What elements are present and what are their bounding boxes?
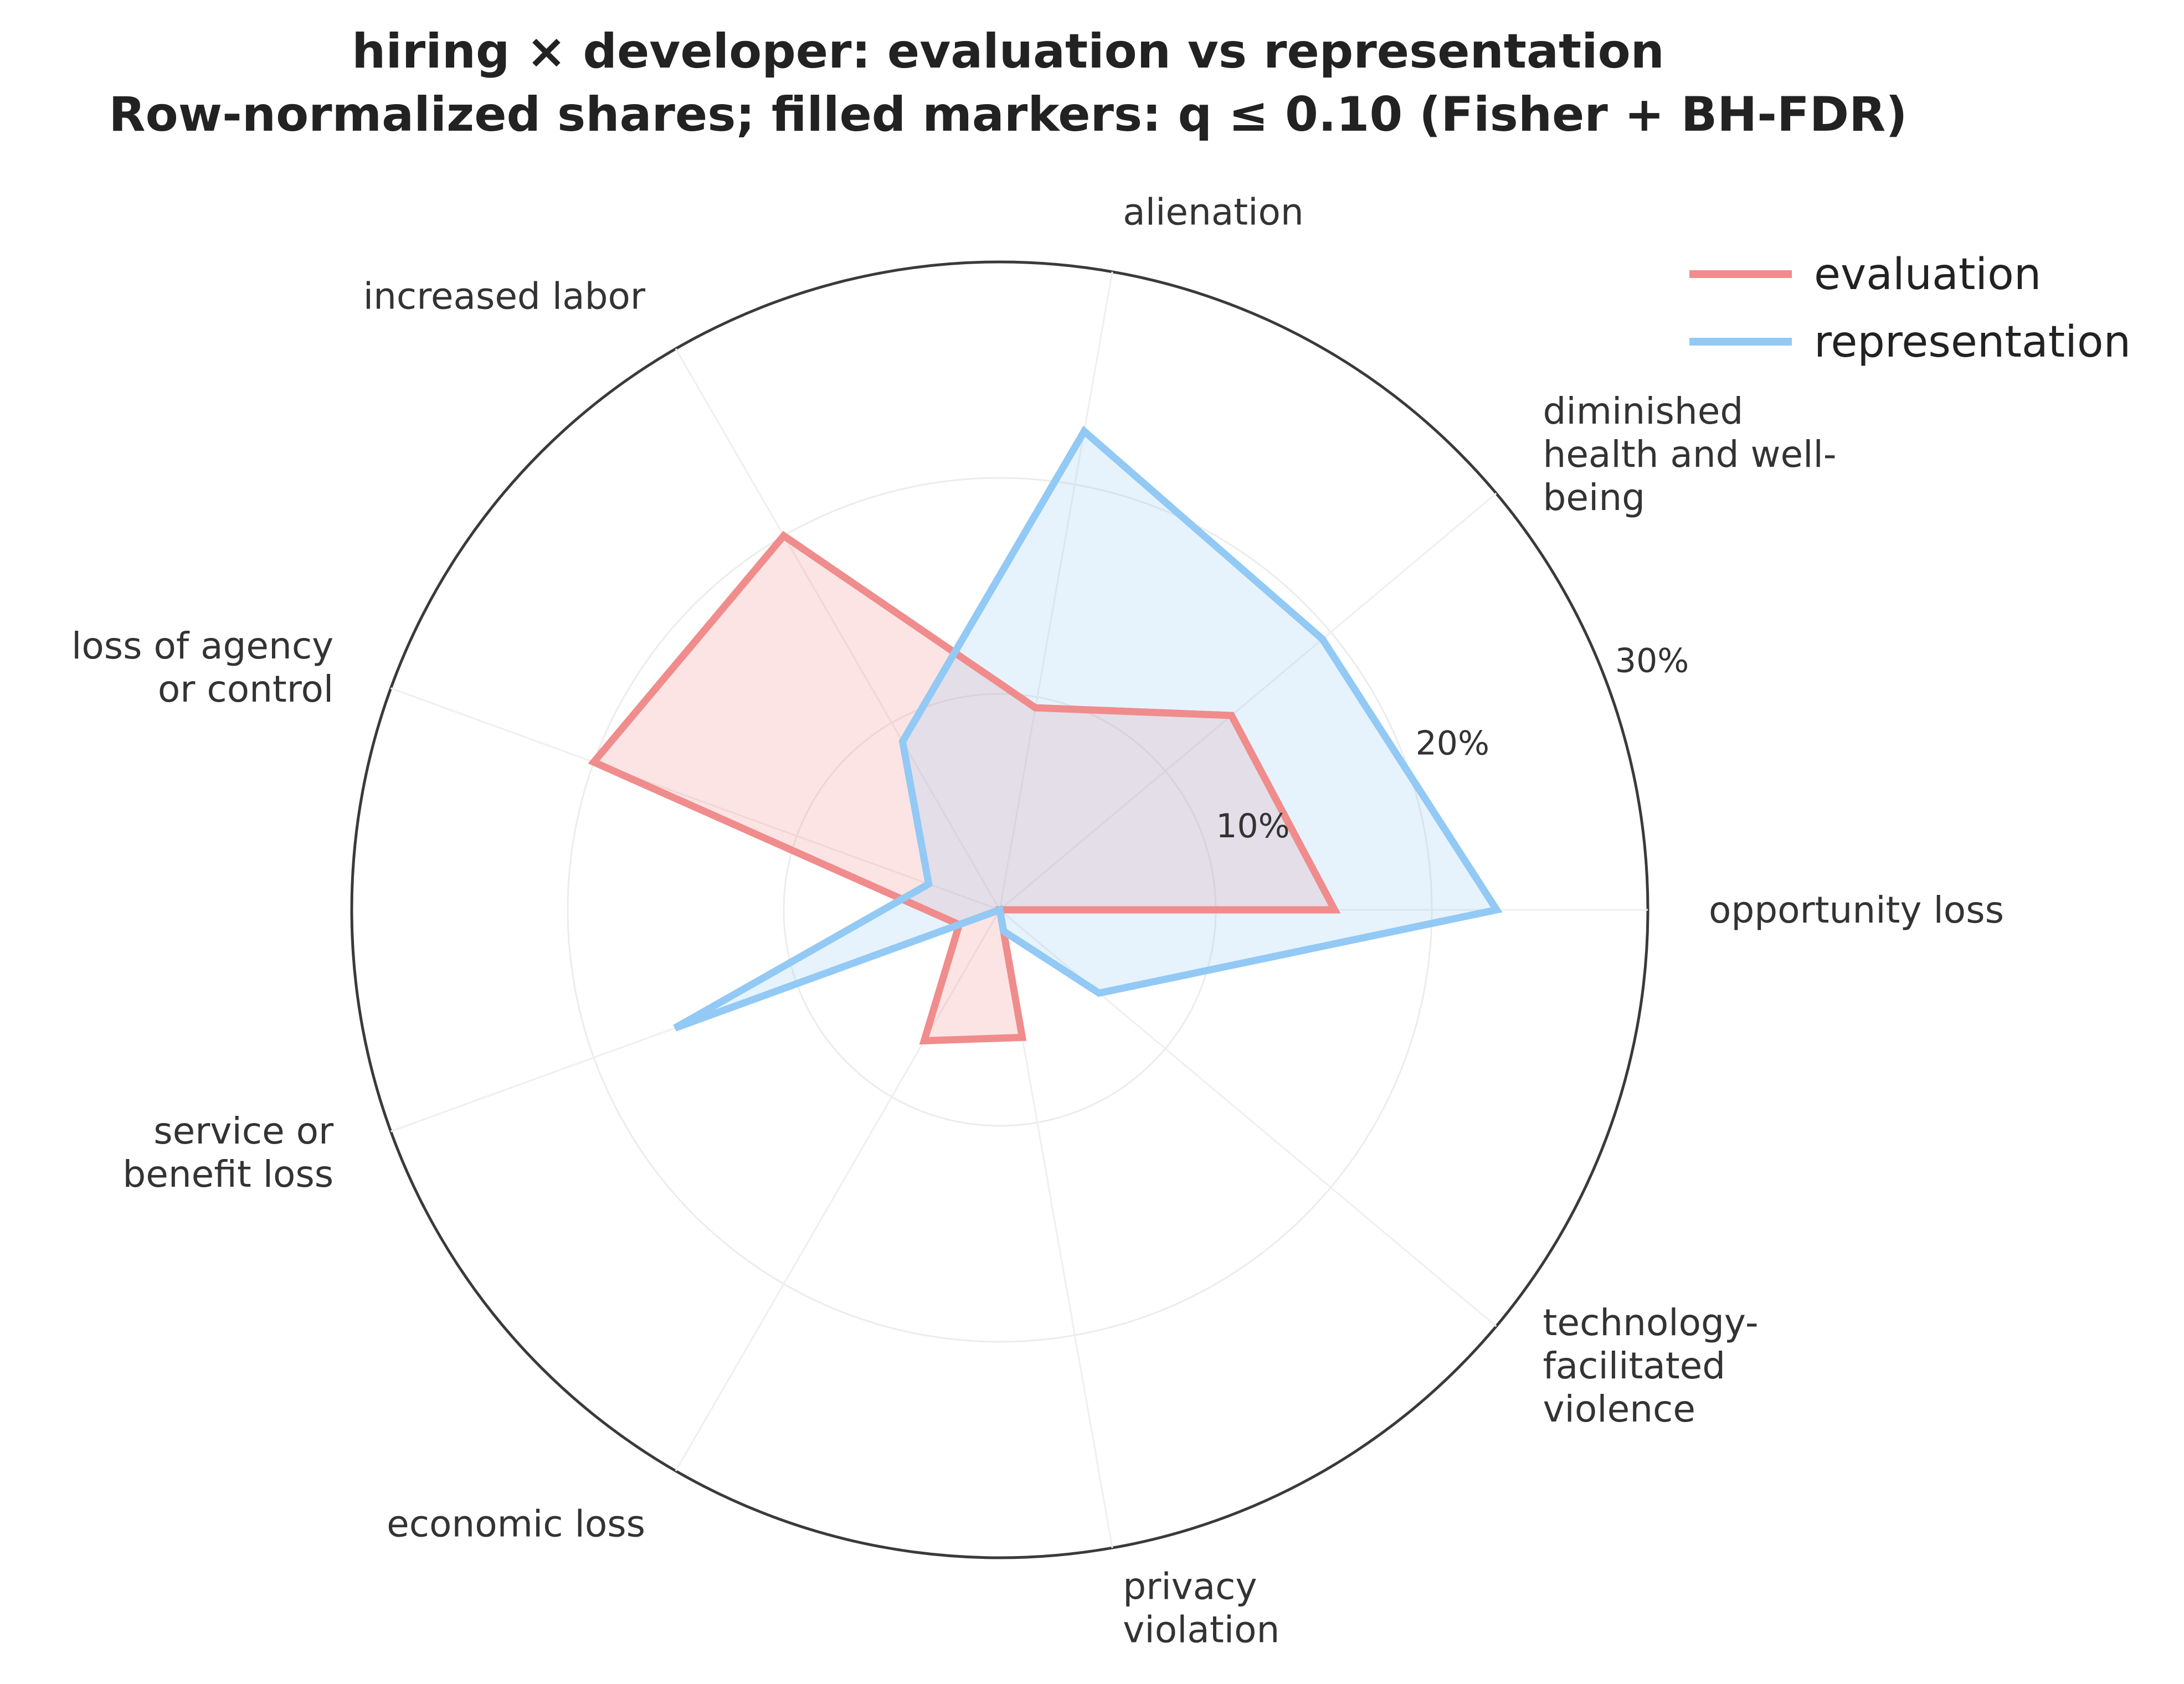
radial-tick-label: 10% — [1216, 807, 1289, 846]
series-area-representation — [675, 431, 1497, 1028]
category-label-line: loss of agency — [71, 625, 333, 667]
category-label-line: economic loss — [387, 1503, 645, 1546]
grid-spoke — [390, 687, 1000, 911]
category-labels: opportunity loss diminished health and wel… — [71, 190, 2004, 1651]
category-label-line: service or — [153, 1110, 334, 1152]
grid-spoke — [999, 492, 1497, 911]
category-label-line: benefit loss — [122, 1153, 333, 1196]
category-label-line: being — [1543, 476, 1646, 519]
radial-tick-label: 20% — [1416, 724, 1489, 763]
series-line-evaluation — [588, 531, 1341, 1045]
category-label-line: opportunity loss — [1709, 889, 2004, 931]
radial-tick-labels: 10% 20% 30% — [1216, 641, 1689, 846]
category-label: alienation — [1123, 190, 1303, 233]
category-label-line: health and well- — [1543, 433, 1837, 476]
grid-spoke — [675, 348, 1001, 910]
chart-legend: evaluation representation — [1689, 250, 2131, 367]
category-label-line: or control — [158, 668, 333, 710]
category-label: privacy violation — [1123, 1565, 1279, 1651]
category-label-line: alienation — [1123, 190, 1303, 233]
legend-label-representation: representation — [1814, 317, 2131, 367]
category-label: diminished health and well-being — [1543, 390, 1837, 519]
category-label: opportunity loss — [1709, 889, 2004, 931]
chart-title: hiring × developer: evaluation vs repres… — [352, 24, 1664, 79]
legend-label-evaluation: evaluation — [1814, 250, 2041, 300]
category-label-line: technology- — [1543, 1301, 1759, 1344]
chart-subtitle: Row-normalized shares; filled markers: q… — [109, 87, 1907, 142]
category-label: loss of agency or control — [71, 625, 333, 710]
category-label-line: facilitated — [1543, 1345, 1726, 1387]
category-label: service or benefit loss — [122, 1110, 334, 1196]
series-line-representation — [673, 425, 1503, 1032]
category-label-line: diminished — [1543, 390, 1744, 432]
radial-tick-label: 30% — [1615, 641, 1689, 680]
category-label: technology-facilitated violence — [1543, 1301, 1759, 1430]
category-label: increased labor — [363, 275, 646, 318]
grid-spoke — [675, 909, 1001, 1471]
category-label-line: violation — [1123, 1609, 1279, 1651]
category-label-line: increased labor — [363, 275, 646, 318]
category-label-line: privacy — [1123, 1565, 1257, 1608]
series-area-evaluation — [594, 535, 1335, 1041]
category-label: economic loss — [387, 1503, 645, 1546]
radar-series — [588, 425, 1503, 1045]
grid-spoke — [999, 271, 1113, 910]
category-label-line: violence — [1543, 1388, 1695, 1430]
